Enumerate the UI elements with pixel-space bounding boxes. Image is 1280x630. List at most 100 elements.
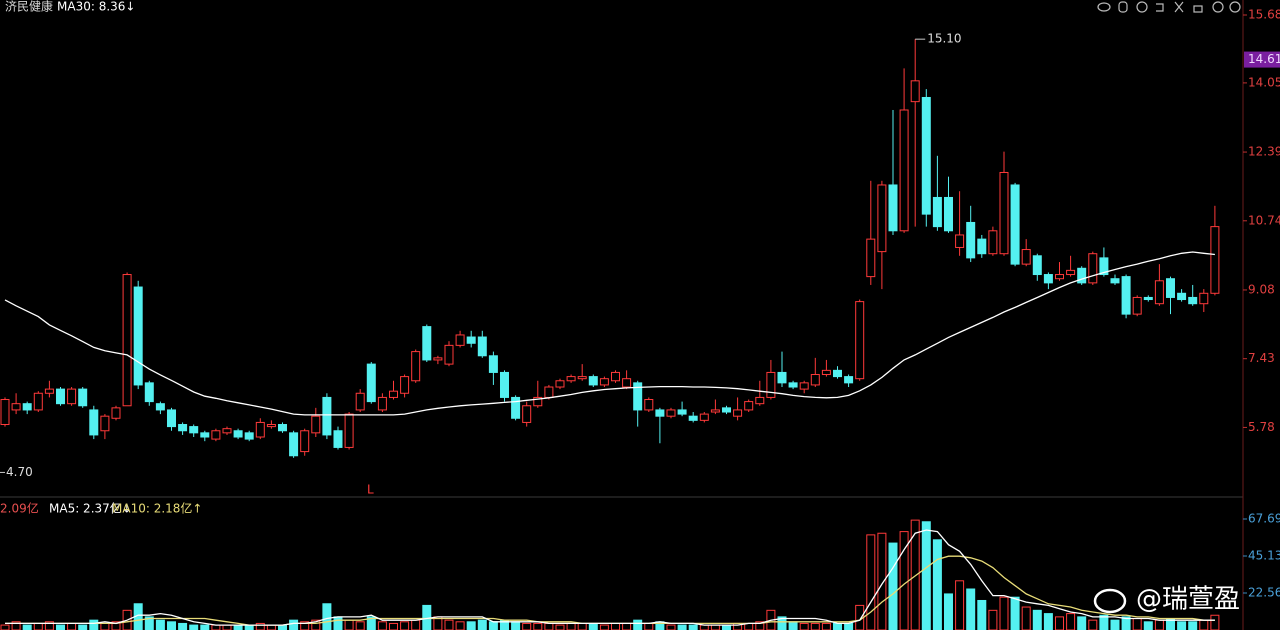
- volume-bar: [1210, 614, 1220, 630]
- candle-body: [366, 363, 376, 403]
- candle-body: [866, 238, 876, 278]
- candle-body: [422, 326, 432, 361]
- candle-body: [444, 344, 454, 365]
- volume-bar: [388, 622, 398, 630]
- candle-body: [1088, 253, 1098, 284]
- candle-body: [1054, 274, 1064, 280]
- volume-bar: [1110, 619, 1120, 630]
- zoom-icon[interactable]: [1136, 1, 1148, 13]
- cut-icon[interactable]: [1174, 1, 1184, 13]
- candle-body: [966, 221, 976, 259]
- candle-body: [1077, 267, 1087, 284]
- volume-bar: [200, 624, 210, 630]
- volume-bar: [1099, 614, 1109, 630]
- volume-bar: [166, 621, 176, 630]
- candle-body: [788, 382, 798, 388]
- volume-bar: [877, 532, 887, 630]
- candle-body: [710, 409, 720, 413]
- volume-bar: [533, 622, 543, 630]
- candle-body: [289, 432, 299, 457]
- zoom-out-icon[interactable]: [1229, 1, 1241, 13]
- volume-bar: [943, 593, 953, 630]
- zoom-in-icon[interactable]: [1212, 1, 1224, 13]
- candle-body: [544, 386, 554, 398]
- current-price-label: 14.61: [1248, 52, 1280, 66]
- candle-body: [1110, 278, 1120, 284]
- volume-bar: [921, 521, 931, 630]
- candle-body: [744, 401, 754, 411]
- candle-body: [677, 409, 687, 415]
- volume-bar: [966, 588, 976, 630]
- volume-bar: [155, 619, 165, 630]
- volume-bar: [344, 619, 354, 630]
- max-label: 15.10: [927, 32, 961, 46]
- volume-bar: [721, 624, 731, 630]
- volume-bar: [455, 621, 465, 630]
- candle-body: [1154, 280, 1164, 305]
- volume-bar: [255, 622, 265, 630]
- candle-body: [932, 196, 942, 228]
- volume-bar: [577, 622, 587, 630]
- candle-body: [33, 392, 43, 411]
- toolbar: [1097, 1, 1241, 13]
- y-tick-label: 10.74: [1248, 213, 1280, 227]
- volume-bar: [1054, 616, 1064, 630]
- volume-bar: [866, 534, 876, 630]
- candle-body: [144, 382, 154, 403]
- volume-bar: [666, 624, 676, 630]
- volume-bar: [377, 621, 387, 630]
- volume-bar: [411, 619, 421, 630]
- candle-body: [333, 430, 343, 448]
- candle-body: [888, 184, 898, 232]
- volume-bar: [222, 624, 232, 630]
- candle-body: [311, 415, 321, 434]
- candle-body: [22, 403, 32, 411]
- candle-body: [1021, 249, 1031, 265]
- volume-bar: [1088, 619, 1098, 630]
- volume-bar: [89, 619, 99, 630]
- candle-body: [300, 430, 310, 453]
- candle-body: [855, 301, 865, 380]
- volume-bar: [211, 624, 221, 630]
- candle-body: [799, 382, 809, 390]
- candle-body: [322, 396, 332, 436]
- volume-bar: [955, 580, 965, 630]
- candle-body: [666, 409, 676, 417]
- volume-bar: [400, 621, 410, 630]
- volume-bar: [289, 619, 299, 630]
- volume-bar: [599, 624, 609, 630]
- volume-bar: [178, 622, 188, 630]
- candle-body: [1032, 255, 1042, 276]
- volume-bar: [677, 624, 687, 630]
- volume-bar: [999, 596, 1009, 630]
- volume-bar: [588, 622, 598, 630]
- candle-body: [78, 388, 88, 407]
- y2-tick-label: 67.69: [1248, 511, 1280, 525]
- hand-icon[interactable]: [1118, 1, 1128, 13]
- candle-body: [411, 351, 421, 382]
- lock-icon[interactable]: [1193, 5, 1203, 13]
- candle-body: [0, 399, 10, 426]
- candle-body: [377, 396, 387, 411]
- candle-body: [244, 432, 254, 440]
- volume-bar: [311, 619, 321, 630]
- candle-body: [1066, 269, 1076, 276]
- candle-body: [511, 396, 521, 419]
- volume-bar: [1154, 619, 1164, 630]
- y-tick-label: 14.05: [1248, 75, 1280, 89]
- candle-body: [943, 196, 953, 232]
- candle-body: [1121, 276, 1131, 315]
- candle-body: [1165, 278, 1175, 298]
- view-icon[interactable]: [1097, 2, 1111, 12]
- volume-bar: [22, 624, 32, 630]
- candle-body: [477, 336, 487, 357]
- candle-body: [189, 426, 199, 434]
- volume-bar: [1010, 596, 1020, 630]
- candle-body: [955, 234, 965, 248]
- candle-body: [533, 396, 543, 407]
- undo-icon[interactable]: [1156, 3, 1164, 12]
- candle-body: [488, 355, 498, 373]
- candle-body: [233, 430, 243, 438]
- candle-body: [211, 430, 221, 440]
- ma30-line: [4, 251, 1215, 416]
